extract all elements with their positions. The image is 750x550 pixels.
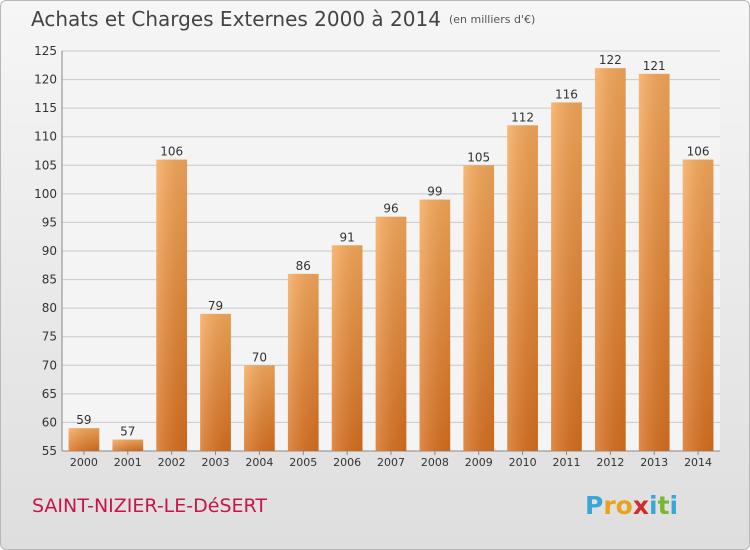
x-tick-label: 2005 bbox=[289, 456, 317, 469]
x-tick-label: 2014 bbox=[684, 456, 712, 469]
logo-letter: x bbox=[632, 491, 649, 520]
data-label: 91 bbox=[339, 230, 354, 244]
data-label: 86 bbox=[296, 259, 311, 273]
y-tick-label: 110 bbox=[34, 130, 57, 144]
x-tick-label: 2001 bbox=[114, 456, 142, 469]
bar-shade bbox=[463, 165, 495, 452]
logo-letter: i bbox=[649, 491, 658, 520]
y-tick-label: 70 bbox=[42, 358, 57, 372]
y-tick-label: 65 bbox=[42, 387, 57, 401]
y-tick-label: 55 bbox=[42, 444, 57, 458]
bar-shade bbox=[112, 439, 144, 451]
bar-shade bbox=[244, 365, 275, 451]
proxiti-logo: Proxiti bbox=[585, 491, 678, 520]
x-tick-label: 2011 bbox=[552, 456, 580, 469]
bar-shade bbox=[200, 313, 231, 451]
bar-shade bbox=[419, 199, 451, 451]
data-label: 96 bbox=[383, 202, 398, 216]
bar-shade bbox=[638, 73, 670, 451]
bar-shade bbox=[594, 68, 626, 452]
data-label: 122 bbox=[599, 53, 622, 67]
data-label: 57 bbox=[120, 425, 135, 439]
x-tick-label: 2008 bbox=[421, 456, 449, 469]
x-tick-label: 2004 bbox=[245, 456, 273, 469]
logo-letter: i bbox=[669, 491, 679, 520]
town-name: SAINT-NIZIER-LE-DéSERT bbox=[32, 495, 267, 517]
logo-letter: t bbox=[657, 491, 670, 520]
data-label: 116 bbox=[555, 87, 578, 101]
bar-shade bbox=[375, 216, 407, 451]
y-tick-label: 115 bbox=[34, 101, 57, 115]
x-tick-label: 2010 bbox=[509, 456, 537, 469]
y-tick-label: 95 bbox=[42, 215, 57, 229]
chart-subtitle: (en milliers d'€) bbox=[448, 13, 536, 26]
data-label: 99 bbox=[427, 185, 442, 199]
data-label: 106 bbox=[160, 145, 183, 159]
bar-shade bbox=[156, 159, 188, 452]
logo-letter: r bbox=[603, 491, 616, 520]
y-tick-label: 100 bbox=[34, 187, 57, 201]
x-tick-label: 2003 bbox=[202, 456, 230, 469]
data-label: 59 bbox=[76, 413, 91, 427]
logo-letter: o bbox=[615, 491, 633, 520]
y-tick-label: 105 bbox=[34, 158, 57, 172]
bar-shade bbox=[507, 125, 538, 452]
y-tick-label: 80 bbox=[42, 301, 57, 315]
x-tick-label: 2012 bbox=[596, 456, 624, 469]
x-tick-label: 2000 bbox=[70, 456, 98, 469]
data-label: 70 bbox=[252, 350, 267, 364]
x-tick-label: 2007 bbox=[377, 456, 405, 469]
y-tick-label: 60 bbox=[42, 415, 57, 429]
y-tick-label: 75 bbox=[42, 330, 57, 344]
data-label: 121 bbox=[643, 59, 666, 73]
bar-shade bbox=[331, 245, 363, 451]
data-label: 106 bbox=[687, 145, 710, 159]
logo-letter: P bbox=[585, 491, 604, 520]
bar-shade bbox=[68, 428, 100, 451]
x-tick-label: 2013 bbox=[640, 456, 668, 469]
chart-title: Achats et Charges Externes 2000 à 2014 (e… bbox=[31, 7, 535, 31]
bar-shade bbox=[551, 102, 582, 451]
data-label: 79 bbox=[208, 299, 223, 313]
x-tick-label: 2002 bbox=[158, 456, 186, 469]
y-tick-label: 125 bbox=[34, 44, 57, 58]
bar-shade bbox=[682, 159, 714, 452]
x-tick-label: 2006 bbox=[333, 456, 361, 469]
y-tick-label: 85 bbox=[42, 273, 57, 287]
x-tick-label: 2009 bbox=[465, 456, 493, 469]
bar-shade bbox=[287, 273, 319, 451]
y-tick-label: 120 bbox=[34, 73, 57, 87]
chart-title-text: Achats et Charges Externes 2000 à 2014 bbox=[31, 7, 441, 31]
data-label: 112 bbox=[511, 110, 534, 124]
data-label: 105 bbox=[467, 150, 490, 164]
y-tick-label: 90 bbox=[42, 244, 57, 258]
